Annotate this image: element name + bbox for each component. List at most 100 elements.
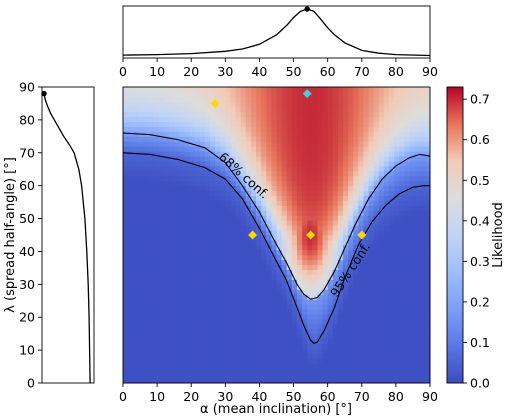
heatmap-cell (373, 220, 380, 226)
heatmap-cell (353, 244, 359, 251)
left-marginal-frame (41, 86, 95, 384)
heatmap-cell (148, 200, 155, 206)
heatmap-cell (189, 156, 196, 162)
heatmap-cell (225, 259, 231, 266)
heatmap-cell (378, 126, 385, 132)
heatmap-cell (163, 274, 170, 280)
heatmap-cell (302, 156, 308, 162)
heatmap-cell (343, 156, 349, 162)
heatmap-cell (389, 131, 395, 137)
heatmap-cell (276, 254, 283, 261)
heatmap-cell (215, 161, 221, 167)
heatmap-cell (317, 304, 323, 310)
heatmap-cell (163, 146, 170, 152)
heatmap-cell (414, 373, 421, 379)
heatmap-cell (230, 264, 237, 270)
heatmap-cell (281, 309, 288, 315)
heatmap-cell (204, 289, 211, 295)
heatmap-cell (312, 165, 318, 172)
heatmap-cell (414, 185, 421, 192)
heatmap-cell (215, 225, 221, 231)
heatmap-cell (409, 333, 416, 340)
heatmap-cell (312, 289, 318, 295)
heatmap-cell (327, 274, 334, 280)
heatmap-cell (209, 328, 216, 335)
heatmap-cell (419, 205, 426, 211)
heatmap-cell (174, 264, 180, 270)
heatmap-cell (312, 328, 318, 335)
heatmap-cell (281, 175, 288, 182)
heatmap-cell (128, 264, 134, 270)
heatmap-cell (394, 299, 400, 305)
heatmap-cell (148, 333, 155, 340)
heatmap-cell (276, 161, 283, 167)
heatmap-cell (138, 244, 144, 251)
heatmap-cell (261, 156, 267, 162)
heatmap-cell (153, 230, 160, 236)
heatmap-cell (266, 190, 272, 196)
heatmap-cell (143, 239, 150, 246)
heatmap-cell (399, 358, 405, 364)
heatmap-cell (348, 146, 354, 152)
heatmap-cell (225, 348, 231, 354)
heatmap-cell (348, 318, 354, 325)
heatmap-cell (332, 190, 339, 196)
heatmap-cell (153, 358, 160, 364)
heatmap-cell (307, 141, 313, 147)
heatmap-cell (317, 165, 323, 172)
heatmap-cell (389, 161, 395, 167)
heatmap-cell (358, 363, 364, 369)
heatmap-cell (394, 358, 400, 364)
heatmap-cell (419, 210, 426, 216)
heatmap-cell (394, 328, 400, 335)
heatmap-cell (424, 136, 431, 142)
heatmap-cell (194, 195, 201, 201)
heatmap-cell (261, 190, 267, 196)
heatmap-cell (389, 304, 395, 310)
heatmap-cell (245, 284, 252, 290)
heatmap-cell (419, 313, 426, 320)
heatmap-cell (327, 284, 334, 290)
heatmap-cell (337, 190, 344, 196)
heatmap-cell (169, 353, 175, 359)
heatmap-cell (343, 185, 349, 192)
heatmap-cell (256, 116, 262, 122)
heatmap-cell (383, 294, 390, 300)
heatmap-cell (296, 348, 303, 354)
heatmap-cell (291, 170, 298, 177)
heatmap-cell (204, 304, 211, 310)
heatmap-cell (194, 239, 201, 246)
heatmap-cell (276, 121, 283, 127)
heatmap-cell (123, 269, 129, 275)
top-marginal-panel: 0 10 20 30 40 50 60 70 80 90 (119, 5, 438, 79)
heatmap-cell (230, 151, 237, 157)
heatmap-cell (424, 175, 431, 182)
heatmap-cell (414, 244, 421, 251)
heatmap-cell (322, 299, 329, 305)
heatmap-cell (414, 180, 421, 187)
heatmap-cell (317, 121, 323, 127)
heatmap-cell (163, 106, 170, 113)
heatmap-cell (256, 195, 262, 201)
heatmap-cell (153, 244, 160, 251)
heatmap-cell (158, 210, 165, 216)
heatmap-cell (133, 358, 139, 364)
heatmap-cell (148, 87, 155, 93)
heatmap-cell (215, 190, 221, 196)
heatmap-cell (133, 239, 139, 246)
heatmap-cell (169, 294, 175, 300)
heatmap-cell (199, 165, 206, 172)
heatmap-cell (281, 264, 288, 270)
heatmap-cell (148, 378, 155, 384)
heatmap-cell (245, 121, 252, 127)
heatmap-cell (302, 309, 308, 315)
heatmap-cell (419, 175, 426, 182)
heatmap-cell (235, 136, 242, 142)
heatmap-cell (250, 313, 257, 320)
heatmap-cell (337, 313, 344, 320)
heatmap-cell (184, 121, 190, 127)
heatmap-cell (327, 309, 334, 315)
heatmap-cell (419, 328, 426, 335)
heatmap-cell (256, 348, 262, 354)
heatmap-cell (368, 131, 375, 137)
